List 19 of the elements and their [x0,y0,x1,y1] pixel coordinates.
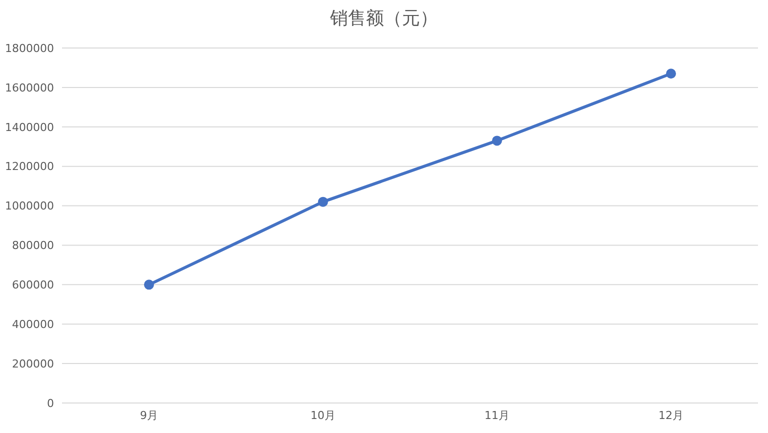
chart-title: 销售额（元） [329,7,439,30]
y-tick-label: 1600000 [5,81,54,94]
y-tick-label: 400000 [12,318,54,332]
x-tick-label: 11月 [484,408,510,422]
point [318,196,328,207]
y-tick-label: 200000 [12,357,54,370]
y-tick-label: 600000 [12,278,54,292]
y-tick-label: 1000000 [5,200,54,213]
y-tick-label: 800000 [12,239,54,252]
x-tick-label: 10月 [310,408,336,422]
x-tick-label: 12月 [658,408,684,422]
y-tick-label: 1200000 [5,160,54,174]
y-tick-label: 1400000 [5,120,54,134]
point [492,136,502,146]
point [666,68,676,79]
y-tick-label: 1800000 [5,42,54,55]
x-tick-label: 9月 [140,408,158,422]
point [144,280,154,290]
y-tick-label: 0 [47,396,54,410]
